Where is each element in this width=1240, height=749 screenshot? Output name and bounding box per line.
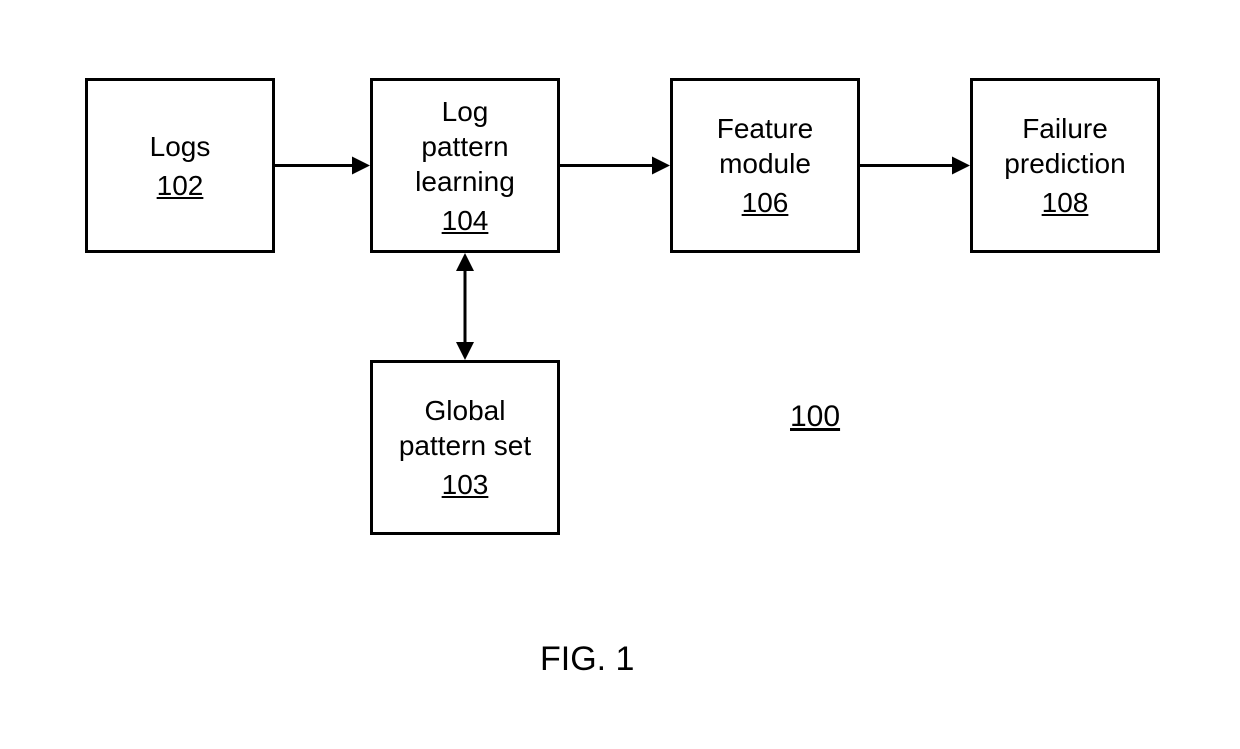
node-global-ref: 103 bbox=[442, 467, 489, 502]
diagram-canvas: Logs 102 Log pattern learning 104 Featur… bbox=[0, 0, 1240, 749]
node-feature-label: Feature module bbox=[717, 111, 814, 181]
node-learn-label: Log pattern learning bbox=[415, 94, 515, 199]
node-predict-label: Failure prediction bbox=[1004, 111, 1125, 181]
node-predict-ref: 108 bbox=[1042, 185, 1089, 220]
node-log-pattern-learning: Log pattern learning 104 bbox=[370, 78, 560, 253]
system-reference-number: 100 bbox=[790, 400, 840, 434]
figure-caption: FIG. 1 bbox=[540, 640, 634, 679]
node-logs: Logs 102 bbox=[85, 78, 275, 253]
node-logs-ref: 102 bbox=[157, 168, 204, 203]
node-failure-prediction: Failure prediction 108 bbox=[970, 78, 1160, 253]
node-feature-module: Feature module 106 bbox=[670, 78, 860, 253]
node-global-pattern-set: Global pattern set 103 bbox=[370, 360, 560, 535]
node-learn-ref: 104 bbox=[442, 203, 489, 238]
node-feature-ref: 106 bbox=[742, 185, 789, 220]
node-global-label: Global pattern set bbox=[399, 393, 531, 463]
node-logs-label: Logs bbox=[150, 129, 211, 164]
